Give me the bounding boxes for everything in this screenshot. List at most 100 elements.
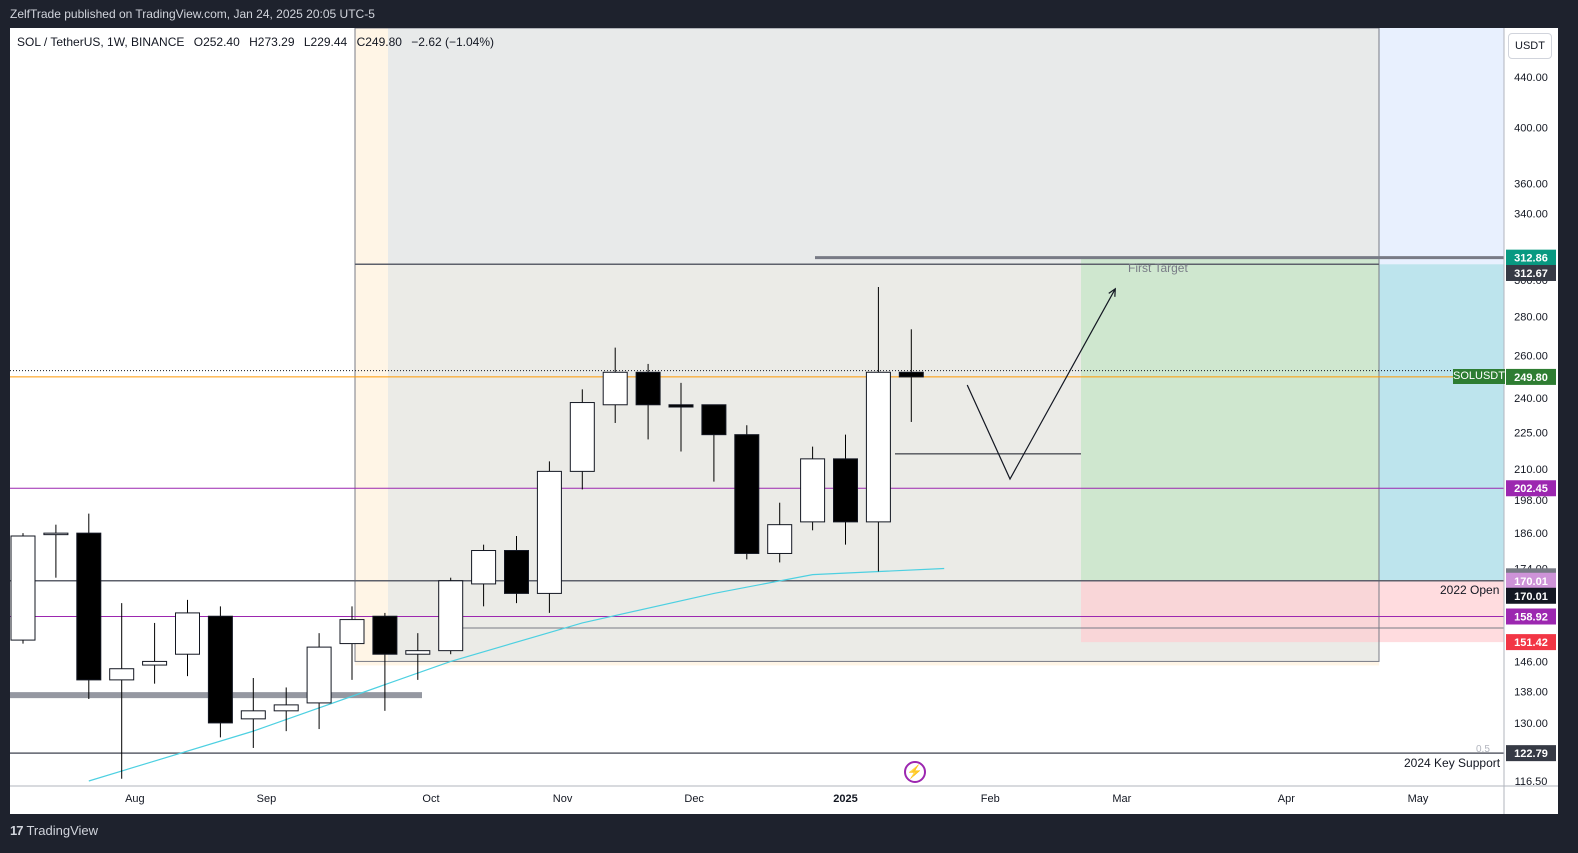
price-tag-label: 249.80 <box>1514 372 1548 384</box>
candle-body[interactable] <box>142 660 168 666</box>
candle-body[interactable] <box>405 650 431 655</box>
y-tick-label: 440.00 <box>1514 72 1548 84</box>
support-2024-label: 2024 Key Support <box>1404 756 1501 770</box>
candle-body[interactable] <box>504 550 529 594</box>
x-tick-label: May <box>1408 793 1429 805</box>
tradingview-logo-icon: 17 <box>10 823 24 838</box>
legend-symbol: SOL / TetherUS, 1W, BINANCE <box>17 35 185 49</box>
candle-body[interactable] <box>43 532 69 536</box>
price-tag-label: 312.67 <box>1514 268 1548 280</box>
blue-zone-lower <box>1379 264 1504 581</box>
y-tick-label: 116.50 <box>1515 776 1548 788</box>
price-tag <box>1506 608 1556 625</box>
projection-path <box>966 288 1116 481</box>
candle-body[interactable] <box>471 550 497 585</box>
price-tag <box>1506 368 1556 385</box>
candle-body[interactable] <box>898 371 924 378</box>
y-tick-label: 400.00 <box>1514 122 1548 134</box>
price-tag-label: 312.86 <box>1514 253 1548 265</box>
y-tick-label: 360.00 <box>1514 178 1548 190</box>
candle-body[interactable] <box>767 524 793 554</box>
candle-body[interactable] <box>339 619 365 645</box>
y-tick-label: 138.00 <box>1514 686 1548 698</box>
candle-body[interactable] <box>306 646 332 704</box>
upper-zone <box>388 28 1379 265</box>
price-tag-label: 202.45 <box>1514 483 1548 495</box>
y-tick-label: 340.00 <box>1514 209 1548 221</box>
open-2022-label: 2022 Open <box>1440 583 1500 597</box>
candle-body[interactable] <box>438 580 464 652</box>
legend-change: −2.62 (−1.04%) <box>411 35 495 49</box>
x-tick-label: Apr <box>1278 793 1295 805</box>
y-tick-label: 210.00 <box>1514 464 1548 476</box>
candle-body[interactable] <box>207 615 233 724</box>
candle-body[interactable] <box>800 458 826 523</box>
x-tick-label: Dec <box>684 793 704 805</box>
price-tag <box>1506 634 1556 651</box>
first-target-label: First Target <box>1128 261 1188 275</box>
x-tick-label: Aug <box>125 793 145 805</box>
y-tick-label: 130.00 <box>1514 718 1548 730</box>
price-tag <box>1506 587 1556 604</box>
tradingview-logo-text: TradingView <box>26 823 99 838</box>
legend-close: C249.80 <box>356 35 402 49</box>
tradingview-logo[interactable]: 17 TradingView <box>10 823 98 838</box>
price-tag-label: 170.01 <box>1514 591 1548 603</box>
candle-body[interactable] <box>569 402 595 472</box>
candle-body[interactable] <box>240 710 266 720</box>
chart-area[interactable]: 440.00400.00360.00340.00300.00280.00260.… <box>10 28 1558 814</box>
blue-zone <box>1379 28 1504 265</box>
x-tick-label: Mar <box>1112 793 1131 805</box>
candle-body[interactable] <box>273 704 299 712</box>
x-tick-label: Nov <box>553 793 573 805</box>
y-tick-label: 198.00 <box>1514 495 1548 507</box>
candle-body[interactable] <box>76 532 102 681</box>
chart-canvas[interactable]: 440.00400.00360.00340.00300.00280.00260.… <box>10 28 1558 814</box>
y-tick-label: 240.00 <box>1514 393 1548 405</box>
x-tick-label: Oct <box>422 793 439 805</box>
y-tick-label: 225.00 <box>1514 427 1548 439</box>
price-tag <box>1506 480 1556 497</box>
candle-body[interactable] <box>372 615 398 655</box>
currency-button[interactable]: USDT <box>1508 33 1552 59</box>
target-zone <box>1081 257 1379 581</box>
candle-body[interactable] <box>833 458 858 523</box>
stop-zone <box>1081 580 1504 643</box>
price-tag-label: 122.79 <box>1514 748 1548 760</box>
candle-body[interactable] <box>536 470 562 594</box>
publish-info: ZelfTrade published on TradingView.com, … <box>10 7 375 21</box>
candle-body[interactable] <box>602 371 628 406</box>
bottom-bar: 17 TradingView <box>0 814 1578 853</box>
candle-body[interactable] <box>668 404 694 408</box>
price-tag <box>1506 249 1556 266</box>
candle-body[interactable] <box>635 371 661 406</box>
candle-body[interactable] <box>175 612 200 655</box>
candle-body[interactable] <box>734 434 760 554</box>
candle-body[interactable] <box>701 404 727 436</box>
price-tag-label: 158.92 <box>1514 612 1548 624</box>
x-tick-label: Feb <box>981 793 1000 805</box>
symbol-legend: SOL / TetherUS, 1W, BINANCE O252.40 H273… <box>17 35 500 49</box>
y-tick-label: 280.00 <box>1514 311 1548 323</box>
range-box-border <box>354 28 1380 662</box>
x-tick-label: Sep <box>257 793 277 805</box>
half-level-label: 0.5 <box>1476 744 1490 755</box>
price-tag <box>1506 572 1556 589</box>
price-tag-label: 151.42 <box>1514 637 1548 649</box>
price-tag <box>1506 745 1556 762</box>
candle-body[interactable] <box>109 668 135 681</box>
legend-open: O252.40 <box>193 35 240 49</box>
replay-icon[interactable]: ⚡ <box>904 761 926 783</box>
price-tag <box>1506 264 1556 281</box>
candle-body[interactable] <box>10 535 36 641</box>
y-tick-label: 146.00 <box>1514 656 1548 668</box>
projection-arrow <box>1108 287 1116 297</box>
candle-body[interactable] <box>865 371 891 523</box>
top-bar: ZelfTrade published on TradingView.com, … <box>0 0 1578 28</box>
legend-high: H273.29 <box>249 35 295 49</box>
y-tick-label: 260.00 <box>1514 351 1548 363</box>
price-tag-label: 170.01 <box>1514 576 1548 588</box>
x-tick-label: 2025 <box>833 793 857 805</box>
legend-low: L229.44 <box>303 35 348 49</box>
y-tick-label: 186.00 <box>1514 528 1548 540</box>
